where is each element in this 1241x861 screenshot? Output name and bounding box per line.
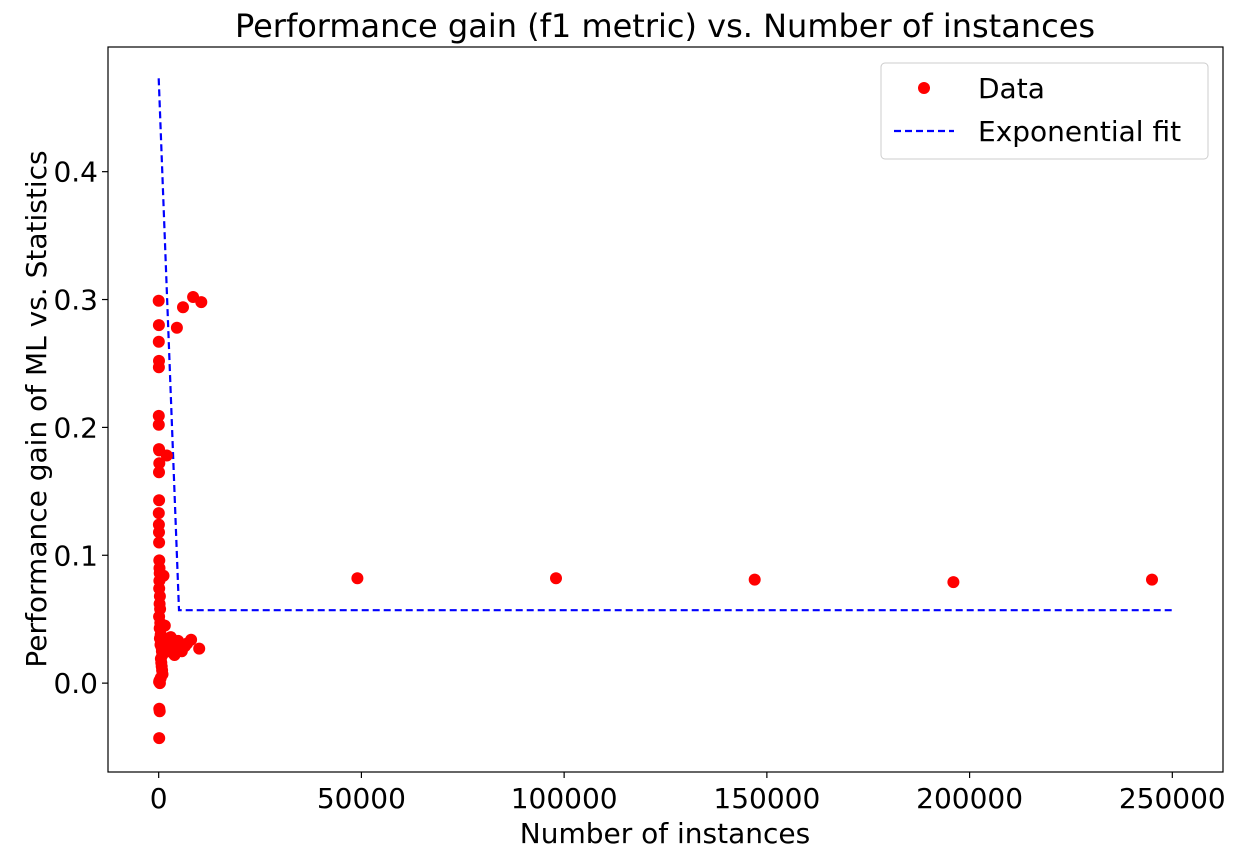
data-point [351,572,364,585]
data-point [153,536,166,549]
fit-line-layer [157,78,1173,612]
y-axis-label: Performance gain of ML vs. Statistics [20,150,53,667]
fit-line [157,78,1173,612]
data-point [177,301,189,314]
data-point [158,619,171,632]
data-point [157,569,170,582]
data-point [947,576,960,589]
data-point [153,466,165,479]
data-point [748,573,761,586]
data-point [185,633,198,646]
data-point [193,642,206,655]
data-point [550,572,562,585]
data-points-layer [152,291,1158,745]
data-point [152,335,165,348]
data-point [153,457,166,470]
x-tick-label: 100000 [511,782,618,815]
data-point [152,507,165,520]
data-point [1146,573,1158,586]
x-tick-label: 50000 [317,782,406,815]
x-tick-label: 250000 [1119,782,1226,815]
legend-frame [880,62,1209,160]
x-axis-label: Number of instances [520,817,810,850]
data-point [160,449,173,462]
x-tick-label: 0 [150,782,168,815]
x-tick-label: 150000 [713,782,820,815]
data-point [153,677,166,690]
y-tick-label: 0.3 [53,284,98,317]
data-point [152,409,165,422]
y-tick-label: 0.0 [53,667,98,700]
legend-label-data: Data [978,72,1045,105]
plot-area [107,46,1224,773]
data-point [152,361,165,374]
legend-marker-data [918,82,930,94]
data-point [195,296,208,309]
data-point [153,732,166,745]
data-point [153,526,165,539]
chart-title: Performance gain (f1 metric) vs. Number … [235,7,1095,45]
x-tick-label: 200000 [916,782,1023,815]
data-point [152,319,165,332]
y-tick-label: 0.2 [53,411,98,444]
data-point [152,294,165,307]
x-axis-ticks: 0 50000 100000 150000 200000 250000 [150,772,1226,815]
y-tick-label: 0.4 [53,156,98,189]
y-tick-label: 0.1 [53,539,98,572]
legend-label-fit: Exponential fit [978,115,1181,148]
legend: Data Exponential fit [880,62,1209,160]
data-point [170,321,183,334]
y-axis-ticks: 0.0 0.1 0.2 0.3 0.4 [53,156,108,700]
plot-frame [107,46,1224,773]
data-point [152,418,165,431]
data-point [153,705,166,718]
data-point [153,494,166,507]
